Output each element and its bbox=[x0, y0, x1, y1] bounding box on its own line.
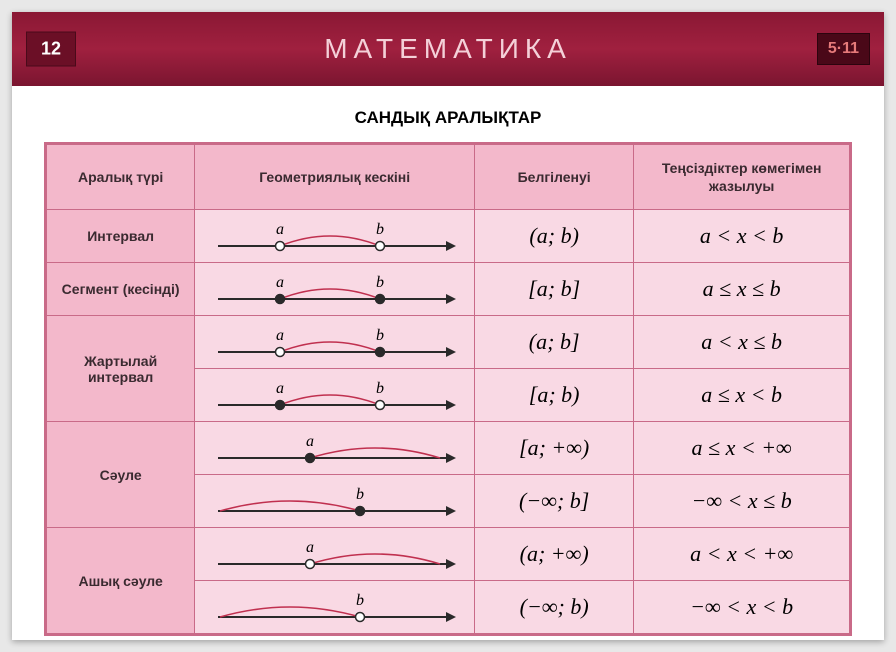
svg-text:b: b bbox=[356, 486, 364, 503]
interval-type-label: Сәуле bbox=[46, 422, 195, 528]
svg-text:a: a bbox=[276, 380, 284, 397]
geometry-diagram: b bbox=[195, 581, 475, 635]
notation-cell: [a; b) bbox=[475, 369, 634, 422]
svg-text:a: a bbox=[276, 274, 284, 291]
notation-cell: [a; +∞) bbox=[475, 422, 634, 475]
col-type: Аралық түрі bbox=[46, 144, 195, 210]
col-geometry: Геометриялық кескіні bbox=[195, 144, 475, 210]
geometry-diagram: ab bbox=[195, 316, 475, 369]
table-row: Интервалab(a; b)a < x < b bbox=[46, 210, 851, 263]
section-title: САНДЫҚ АРАЛЫҚТАР bbox=[12, 108, 884, 128]
interval-type-label: Сегмент (кесінді) bbox=[46, 263, 195, 316]
table-row: Жартылай интервалab(a; b]a < x ≤ b bbox=[46, 316, 851, 369]
notation-cell: (a; b) bbox=[475, 210, 634, 263]
svg-text:a: a bbox=[276, 327, 284, 344]
notation-cell: [a; b] bbox=[475, 263, 634, 316]
interval-type-label: Интервал bbox=[46, 210, 195, 263]
inequality-cell: −∞ < x < b bbox=[634, 581, 851, 635]
inequality-cell: a < x < +∞ bbox=[634, 528, 851, 581]
intervals-table: Аралық түрі Геометриялық кескіні Белгіле… bbox=[44, 142, 852, 636]
inequality-cell: −∞ < x ≤ b bbox=[634, 475, 851, 528]
subject-title: МАТЕМАТИКА bbox=[324, 33, 572, 65]
poster-page: 12 МАТЕМАТИКА 5·11 САНДЫҚ АРАЛЫҚТАР Арал… bbox=[12, 12, 884, 640]
col-notation: Белгіленуі bbox=[475, 144, 634, 210]
geometry-diagram: b bbox=[195, 475, 475, 528]
grade-badge: 5·11 bbox=[817, 33, 870, 65]
title-banner: 12 МАТЕМАТИКА 5·11 bbox=[12, 12, 884, 86]
svg-text:b: b bbox=[376, 327, 384, 344]
table-row: Ашық сәулеa(a; +∞)a < x < +∞ bbox=[46, 528, 851, 581]
geometry-diagram: a bbox=[195, 528, 475, 581]
col-inequality: Теңсіздіктер көмегімен жазылуы bbox=[634, 144, 851, 210]
geometry-diagram: a bbox=[195, 422, 475, 475]
svg-text:a: a bbox=[276, 221, 284, 238]
inequality-cell: a ≤ x ≤ b bbox=[634, 263, 851, 316]
inequality-cell: a < x ≤ b bbox=[634, 316, 851, 369]
table-row: Сәулеa[a; +∞)a ≤ x < +∞ bbox=[46, 422, 851, 475]
geometry-diagram: ab bbox=[195, 210, 475, 263]
header-row: Аралық түрі Геометриялық кескіні Белгіле… bbox=[46, 144, 851, 210]
page-number-badge: 12 bbox=[26, 32, 76, 67]
inequality-cell: a < x < b bbox=[634, 210, 851, 263]
table-row: Сегмент (кесінді)ab[a; b]a ≤ x ≤ b bbox=[46, 263, 851, 316]
svg-text:b: b bbox=[356, 592, 364, 609]
svg-text:a: a bbox=[306, 433, 314, 450]
svg-text:b: b bbox=[376, 274, 384, 291]
svg-text:a: a bbox=[306, 539, 314, 556]
notation-cell: (−∞; b] bbox=[475, 475, 634, 528]
notation-cell: (a; +∞) bbox=[475, 528, 634, 581]
geometry-diagram: ab bbox=[195, 369, 475, 422]
notation-cell: (a; b] bbox=[475, 316, 634, 369]
inequality-cell: a ≤ x < b bbox=[634, 369, 851, 422]
inequality-cell: a ≤ x < +∞ bbox=[634, 422, 851, 475]
geometry-diagram: ab bbox=[195, 263, 475, 316]
interval-type-label: Ашық сәуле bbox=[46, 528, 195, 635]
svg-text:b: b bbox=[376, 221, 384, 238]
svg-text:b: b bbox=[376, 380, 384, 397]
notation-cell: (−∞; b) bbox=[475, 581, 634, 635]
interval-type-label: Жартылай интервал bbox=[46, 316, 195, 422]
